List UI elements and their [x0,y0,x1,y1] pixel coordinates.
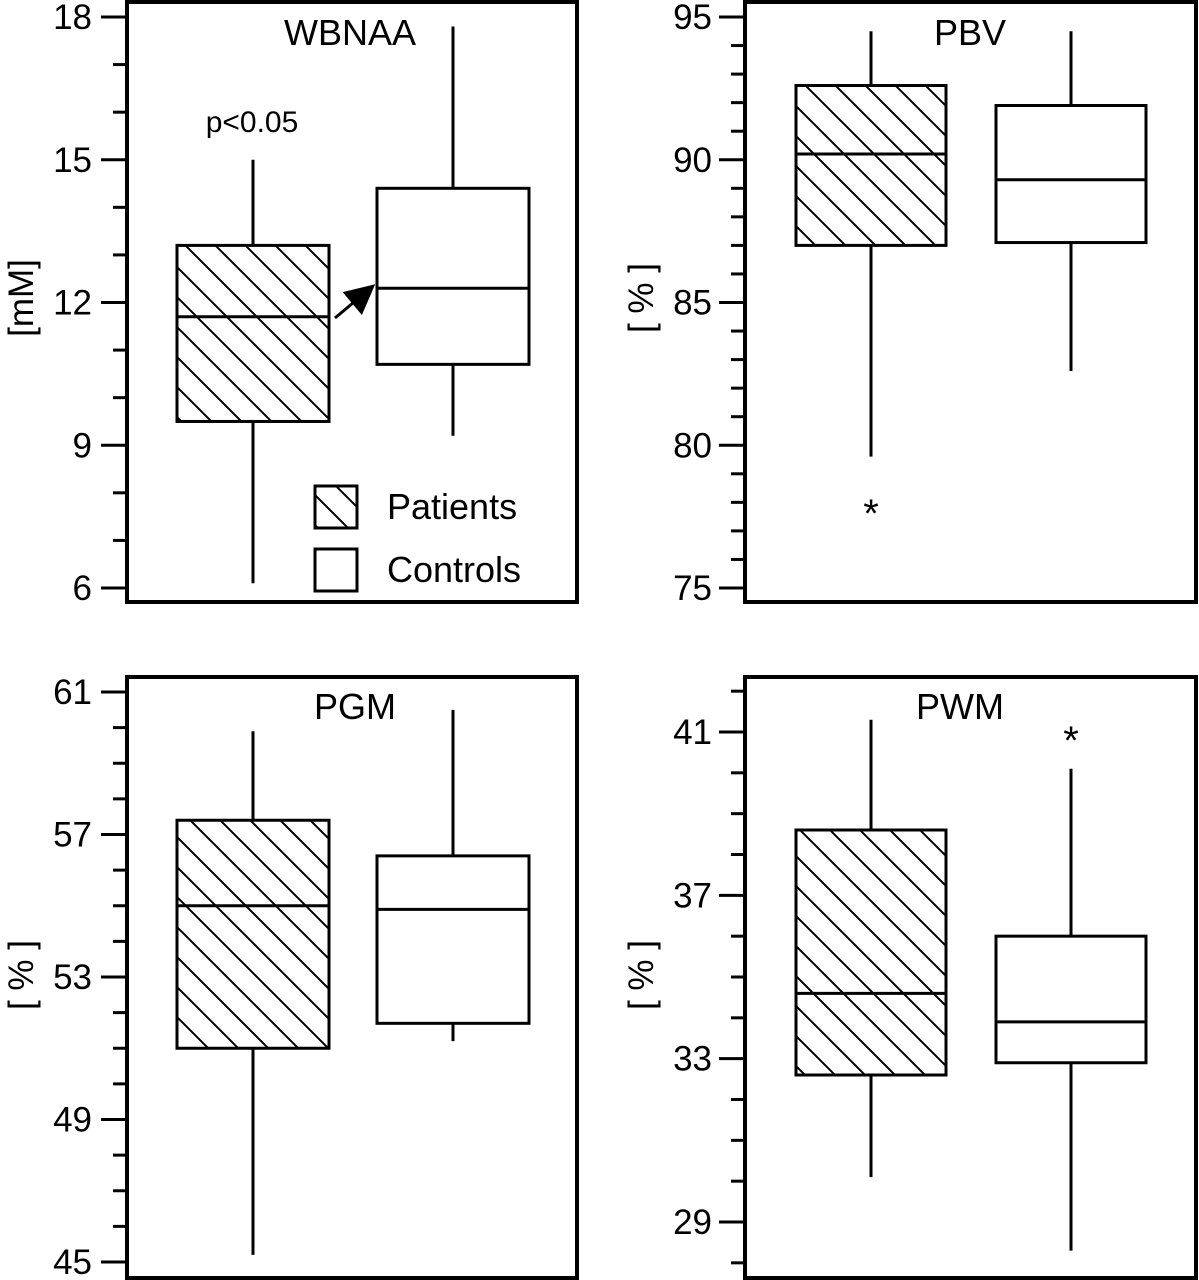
panel-title: PWM [916,686,1004,727]
y-tick-label: 45 [53,1243,92,1280]
y-tick-label: 12 [53,284,92,323]
iqr-box [794,828,948,1077]
y-axis: 6 9 12 15 18 [53,0,127,608]
box-patients [175,731,331,1255]
legend-controls-label: Controls [387,549,521,590]
iqr-box [175,818,331,1050]
boxes: * [794,719,1148,1251]
y-axis-label: [ % ] [622,263,661,333]
boxes: * [794,31,1148,536]
y-axis-label: [ % ] [622,940,661,1010]
y-tick-label: 29 [673,1203,712,1242]
panel-title: WBNAA [284,12,416,53]
y-axis: 75 80 85 90 95 [673,0,745,608]
y-tick-label: 90 [673,141,712,180]
outlier-marker: * [863,492,879,536]
panel-wbnaa: WBNAA [mM] p<0.05 6 9 12 15 18 Patients Cont… [2,0,579,608]
boxes [175,26,531,584]
box-patients [175,159,331,584]
y-tick-label: 85 [673,284,712,323]
y-tick-label: 15 [53,141,92,180]
iqr-box [794,84,948,247]
panel-pbv: PBV [ % ] 75 80 85 90 95 * [622,0,1198,608]
legend-controls-swatch [313,547,359,593]
panel-title: PGM [314,686,396,727]
y-tick-label: 33 [673,1040,712,1079]
y-tick-label: 6 [73,569,92,608]
y-axis-label: [ % ] [2,940,41,1010]
box-patients [794,719,948,1178]
box-patients: * [794,31,948,536]
box-controls: * [994,719,1148,1251]
legend-patients-swatch [313,484,359,530]
legend-patients-label: Patients [387,486,517,527]
box-controls [994,31,1148,372]
box-controls [375,709,531,1042]
iqr-box [994,104,1148,245]
y-axis-label: [mM] [2,259,41,337]
iqr-box [375,854,531,1025]
significance-annotation: p<0.05 [206,106,299,139]
iqr-box [994,934,1148,1065]
y-tick-label: 75 [673,569,712,608]
iqr-box [175,243,331,423]
y-tick-label: 95 [673,0,712,37]
y-axis: 45 49 53 57 61 [53,673,127,1280]
y-axis: 29 33 37 41 [673,689,745,1265]
y-tick-label: 9 [73,426,92,465]
y-tick-label: 49 [53,1101,92,1140]
y-tick-label: 41 [673,713,712,752]
y-tick-label: 53 [53,958,92,997]
panel-pgm: PGM [ % ] 45 49 53 57 61 [2,673,579,1280]
y-tick-label: 57 [53,816,92,855]
y-tick-label: 61 [53,673,92,712]
iqr-box [375,186,531,366]
panel-pwm: PWM [ % ] 29 33 37 41 * [622,675,1198,1280]
outlier-marker: * [1063,719,1079,763]
y-tick-label: 80 [673,426,712,465]
legend: Patients Controls [313,484,521,593]
panel-title: PBV [934,12,1006,53]
box-controls [375,26,531,436]
y-tick-label: 37 [673,876,712,915]
boxes [175,709,531,1255]
significance-arrow [334,284,376,320]
y-tick-label: 18 [53,0,92,37]
